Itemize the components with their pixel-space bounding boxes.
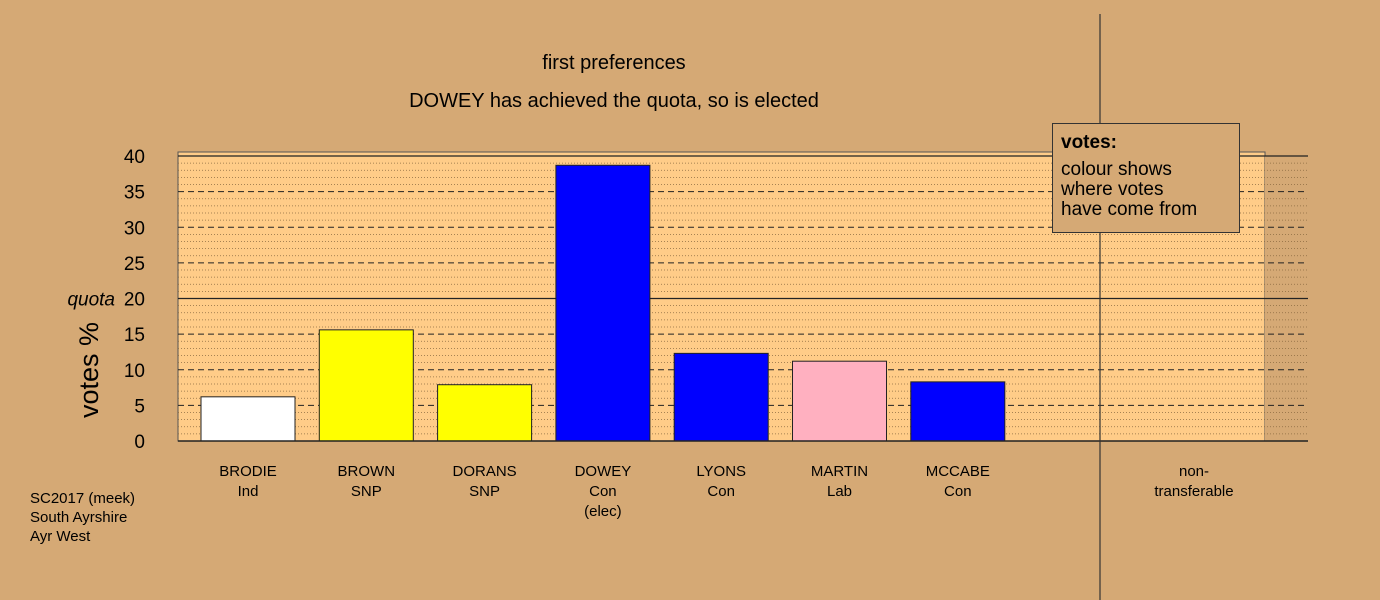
y-tick-label: 30: [124, 218, 145, 239]
y-tick-label: 20: [124, 290, 145, 311]
x-tick-label: MCCABE: [926, 463, 990, 480]
party-label: Ind: [238, 483, 259, 500]
elected-note: (elec): [584, 503, 622, 520]
chart-subtitle: DOWEY has achieved the quota, so is elec…: [409, 90, 819, 112]
party-label: Lab: [827, 483, 852, 500]
bar: [318, 329, 414, 442]
party-label: SNP: [469, 483, 500, 500]
bar: [555, 164, 651, 442]
footer-council: South Ayrshire: [30, 509, 128, 526]
party-label: Con: [589, 483, 617, 500]
chart-title: first preferences: [542, 52, 686, 74]
x-tick-label: LYONS: [696, 463, 746, 480]
quota-label: quota: [67, 290, 115, 311]
x-tick-label: BROWN: [338, 463, 396, 480]
bar: [792, 360, 887, 442]
y-tick-label: 40: [124, 147, 145, 168]
y-tick-label: 25: [124, 254, 145, 275]
x-tick-label: BRODIE: [219, 463, 277, 480]
x-tick-label: DOWEY: [575, 463, 632, 480]
nontransferable-label: transferable: [1154, 483, 1233, 500]
bar: [910, 381, 1006, 442]
party-label: SNP: [351, 483, 382, 500]
y-axis-label: votes %: [74, 322, 104, 418]
y-tick-label: 35: [124, 183, 145, 204]
legend-line: have come from: [1061, 199, 1198, 220]
y-tick-label: 15: [124, 325, 145, 346]
y-tick-label: 0: [134, 432, 145, 453]
footer-ward: Ayr West: [30, 528, 91, 545]
y-tick-label: 10: [124, 361, 145, 382]
bar: [437, 384, 533, 442]
legend-line: where votes: [1061, 179, 1164, 200]
legend-box: votes: colour shows where votes have com…: [1052, 123, 1240, 233]
legend-line: colour shows: [1061, 159, 1172, 180]
party-label: Con: [944, 483, 972, 500]
bar: [200, 396, 296, 442]
y-tick-label: 5: [134, 396, 145, 417]
bar: [673, 352, 769, 442]
x-tick-label: MARTIN: [811, 463, 868, 480]
party-label: Con: [707, 483, 735, 500]
nontransferable-label: non-: [1179, 463, 1209, 480]
x-tick-label: DORANS: [453, 463, 517, 480]
footer-election: SC2017 (meek): [30, 490, 136, 507]
legend-title: votes:: [1061, 132, 1117, 153]
